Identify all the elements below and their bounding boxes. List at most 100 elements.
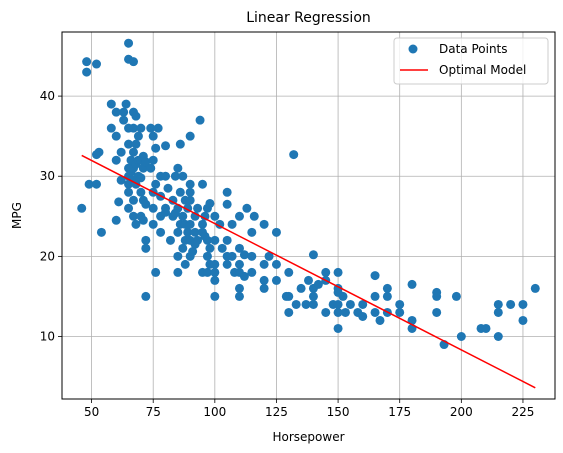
data-point — [111, 215, 121, 225]
data-point — [271, 275, 281, 285]
y-tick-label: 10 — [40, 329, 55, 343]
data-point — [493, 307, 503, 317]
x-tick-label: 200 — [450, 405, 473, 419]
data-point — [114, 197, 124, 207]
data-point — [193, 203, 203, 213]
data-point — [234, 211, 244, 221]
legend: Data Points Optimal Model — [393, 37, 549, 85]
x-axis-label: Horsepower — [272, 430, 344, 444]
data-point — [148, 155, 158, 165]
data-point — [106, 99, 116, 109]
data-point — [481, 323, 491, 333]
data-point — [193, 235, 203, 245]
data-point — [227, 219, 237, 229]
data-point — [239, 271, 249, 281]
data-point — [198, 219, 208, 229]
data-point — [185, 131, 195, 141]
data-points-series — [77, 38, 540, 350]
data-point — [259, 219, 269, 229]
data-point — [111, 131, 121, 141]
data-point — [358, 299, 368, 309]
data-point — [289, 150, 299, 160]
data-point — [77, 203, 87, 213]
x-tick-label: 125 — [265, 405, 288, 419]
data-point — [210, 267, 220, 277]
data-point — [210, 259, 220, 269]
data-point — [210, 291, 220, 301]
data-point — [178, 211, 188, 221]
data-point — [170, 171, 180, 181]
data-point — [202, 251, 212, 261]
data-point — [161, 141, 171, 151]
data-point — [264, 251, 274, 261]
data-point — [395, 299, 405, 309]
data-point — [210, 275, 220, 285]
data-point — [178, 171, 188, 181]
data-point — [370, 271, 380, 281]
data-point — [128, 123, 138, 133]
data-point — [173, 163, 183, 173]
data-point — [308, 250, 318, 260]
data-point — [308, 299, 318, 309]
data-point — [518, 315, 528, 325]
data-point — [178, 243, 188, 253]
data-point — [259, 275, 269, 285]
data-point — [163, 183, 173, 193]
data-point — [291, 299, 301, 309]
data-point — [321, 307, 331, 317]
data-point — [185, 187, 195, 197]
data-point — [518, 299, 528, 309]
data-point — [249, 211, 259, 221]
data-point — [119, 107, 129, 117]
data-point — [141, 199, 151, 209]
data-point — [111, 107, 121, 117]
data-point — [506, 299, 516, 309]
data-point — [247, 267, 257, 277]
data-point — [136, 173, 146, 183]
data-point — [128, 147, 138, 157]
data-point — [234, 283, 244, 293]
data-point — [313, 279, 323, 289]
data-point — [382, 291, 392, 301]
data-point — [222, 259, 232, 269]
data-point — [493, 331, 503, 341]
data-point — [202, 235, 212, 245]
data-point — [227, 251, 237, 261]
data-point — [190, 227, 200, 237]
data-point — [94, 147, 104, 157]
data-point — [382, 283, 392, 293]
data-point — [131, 219, 141, 229]
data-point — [116, 147, 126, 157]
data-point — [198, 179, 208, 189]
data-point — [161, 171, 171, 181]
data-point — [432, 287, 442, 297]
data-point — [116, 175, 126, 185]
data-point — [370, 291, 380, 301]
data-point — [205, 243, 215, 253]
y-axis-label: MPG — [10, 202, 24, 229]
data-point — [493, 299, 503, 309]
data-point — [296, 283, 306, 293]
data-point — [136, 187, 146, 197]
data-point — [239, 250, 249, 260]
data-point — [217, 243, 227, 253]
data-point — [173, 251, 183, 261]
data-point — [222, 199, 232, 209]
data-point — [82, 57, 92, 67]
data-point — [222, 235, 232, 245]
data-point — [271, 259, 281, 269]
data-point — [183, 227, 193, 237]
data-point — [148, 203, 158, 213]
data-point — [92, 59, 102, 69]
data-point — [82, 67, 92, 77]
data-point — [148, 219, 158, 229]
y-tick-label: 30 — [40, 169, 55, 183]
data-point — [259, 259, 269, 269]
data-point — [141, 291, 151, 301]
data-point — [395, 307, 405, 317]
data-point — [151, 179, 161, 189]
data-point — [271, 227, 281, 237]
data-point — [202, 267, 212, 277]
x-axis: 50 75 100 125 150 175 200 225 — [84, 399, 534, 419]
